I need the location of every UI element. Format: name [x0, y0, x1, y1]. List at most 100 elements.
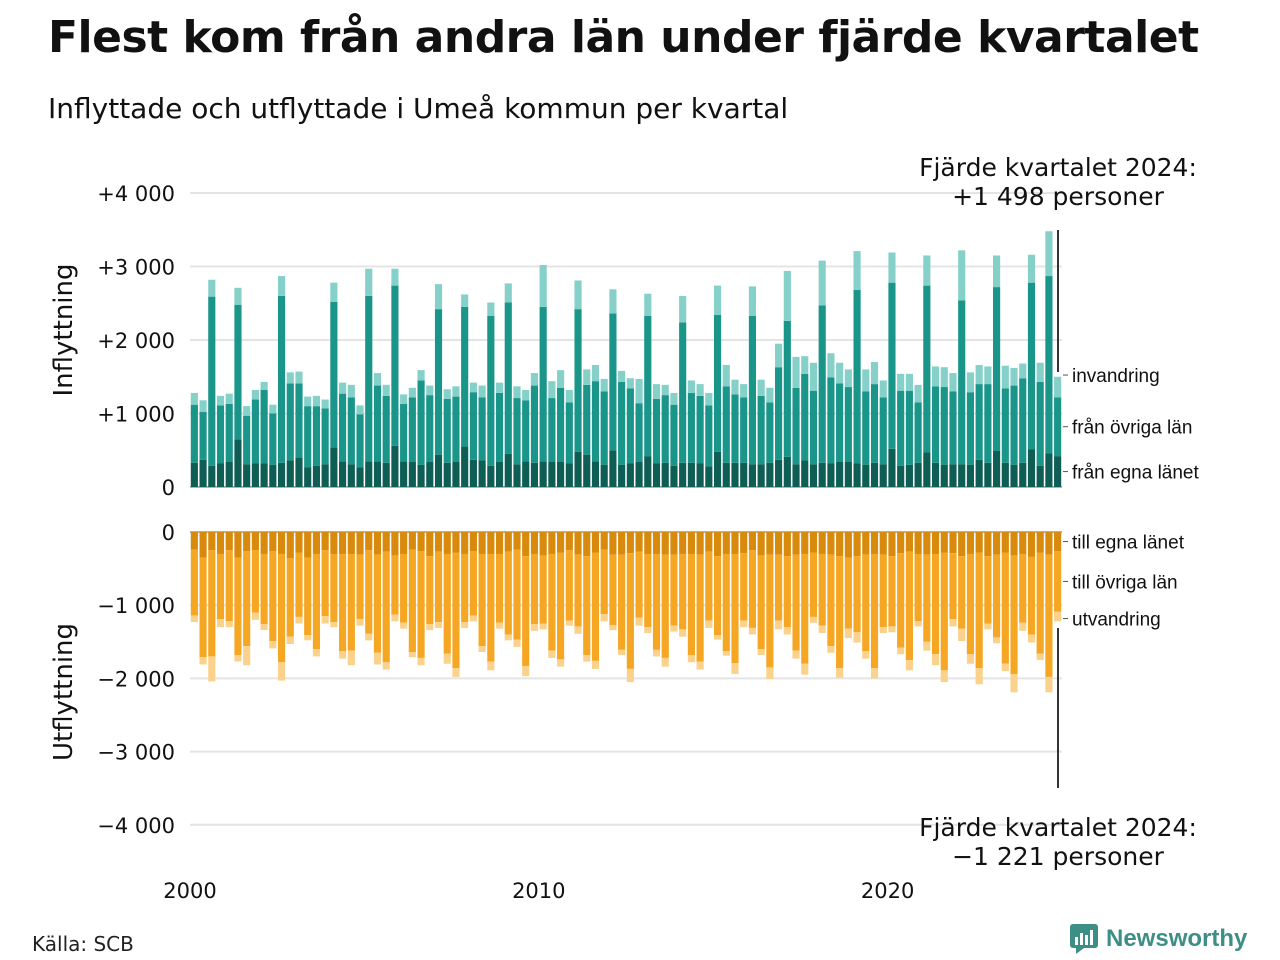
bar-in-segment: [931, 386, 940, 463]
bar-out-segment: [975, 552, 983, 669]
bar-out-segment: [844, 628, 852, 639]
bar-out-segment: [443, 653, 451, 664]
bar-in-segment: [365, 295, 373, 462]
bar-out-segment: [757, 555, 765, 650]
bar-out-segment: [321, 550, 329, 617]
bar-in-segment: [853, 290, 861, 464]
bar-out-segment: [234, 654, 242, 662]
bar-in-segment: [382, 462, 390, 488]
bar-in-segment: [400, 461, 408, 487]
bar-in-segment: [330, 301, 338, 448]
bar-out-segment: [565, 532, 573, 551]
bar-out-segment: [775, 554, 783, 621]
bar-out-segment: [644, 627, 652, 634]
bar-in-segment: [661, 395, 669, 463]
bar-in-segment: [609, 313, 617, 451]
bar-in-segment: [748, 464, 757, 487]
y-tick-label: +4 000: [97, 182, 175, 206]
bar-in-segment: [713, 285, 722, 316]
bar-in-segment: [269, 413, 277, 465]
bar-in-segment: [295, 371, 303, 384]
y-tick-label: 0: [162, 521, 175, 545]
bar-out-segment: [495, 553, 504, 623]
bar-in-segment: [365, 461, 373, 487]
bar-in-segment: [775, 367, 783, 460]
bar-out-segment: [487, 661, 495, 671]
bar-in-segment: [626, 388, 634, 464]
bar-out-segment: [626, 668, 634, 683]
bar-in-segment: [966, 372, 975, 393]
bar-in-segment: [478, 385, 486, 398]
bar-in-segment: [312, 406, 321, 466]
bar-in-segment: [818, 305, 826, 463]
bar-in-segment: [478, 460, 486, 487]
bar-out-segment: [923, 554, 931, 642]
bar-in-segment: [670, 404, 678, 466]
bar-in-segment: [766, 462, 774, 488]
bar-out-segment: [870, 553, 879, 669]
bar-out-segment: [478, 646, 486, 653]
bar-out-segment: [1054, 532, 1062, 552]
bar-in-segment: [513, 464, 521, 487]
bar-in-segment: [853, 251, 861, 291]
bar-in-segment: [487, 302, 495, 316]
bar-out-segment: [818, 553, 826, 626]
bar-out-segment: [722, 553, 730, 652]
bar-out-segment: [1036, 552, 1044, 654]
bar-in-segment: [888, 282, 896, 449]
bar-in-segment: [417, 464, 425, 487]
bar-out-segment: [879, 627, 887, 634]
bar-in-segment: [522, 400, 530, 462]
bar-out-segment: [443, 532, 451, 554]
bar-out-segment: [286, 532, 294, 559]
bar-out-segment: [286, 636, 294, 644]
bar-in-segment: [504, 453, 512, 488]
y-tick-label: −1 000: [97, 594, 175, 618]
bar-in-segment: [862, 369, 870, 392]
y-tick-label: 0: [162, 476, 175, 500]
bar-in-segment: [426, 462, 434, 487]
bar-in-segment: [984, 366, 992, 385]
bar-in-segment: [862, 464, 870, 487]
bar-in-segment: [618, 370, 626, 382]
bar-in-segment: [975, 459, 983, 488]
y-tick-label: −4 000: [97, 814, 175, 838]
bar-in-segment: [1010, 464, 1018, 487]
bar-in-segment: [905, 373, 913, 391]
bar-out-segment: [225, 550, 233, 622]
bar-in-segment: [487, 315, 495, 466]
bar-out-segment: [713, 532, 722, 557]
bar-in-segment: [339, 461, 347, 487]
bar-in-segment: [356, 467, 364, 487]
bar-in-segment: [993, 287, 1001, 451]
bar-out-segment: [277, 532, 286, 554]
brand-logo[interactable]: Newsworthy: [1070, 924, 1247, 954]
bar-in-segment: [940, 464, 948, 487]
bar-out-segment: [1019, 622, 1027, 631]
bar-in-segment: [347, 384, 355, 398]
bar-in-segment: [443, 462, 451, 488]
bar-out-segment: [504, 532, 512, 552]
bar-out-segment: [304, 532, 312, 558]
bar-out-segment: [347, 650, 355, 666]
bar-out-segment: [897, 553, 905, 648]
bar-in-segment: [504, 283, 512, 303]
bar-out-segment: [993, 637, 1001, 644]
bar-in-segment: [190, 392, 198, 405]
bar-in-segment: [635, 378, 643, 404]
bar-in-segment: [426, 395, 434, 463]
bar-in-segment: [434, 309, 443, 455]
bar-out-segment: [914, 532, 922, 554]
bar-out-segment: [731, 663, 739, 675]
bar-in-segment: [269, 464, 277, 487]
bar-out-segment: [469, 551, 477, 616]
bar-in-segment: [1045, 231, 1053, 277]
bar-in-segment: [216, 463, 225, 487]
bar-in-segment: [600, 391, 608, 465]
bar-in-segment: [234, 439, 242, 487]
bar-out-segment: [487, 532, 495, 554]
bar-out-segment: [731, 532, 739, 554]
bar-out-segment: [417, 551, 425, 658]
bar-in-segment: [705, 405, 713, 467]
bar-in-segment: [225, 403, 233, 463]
